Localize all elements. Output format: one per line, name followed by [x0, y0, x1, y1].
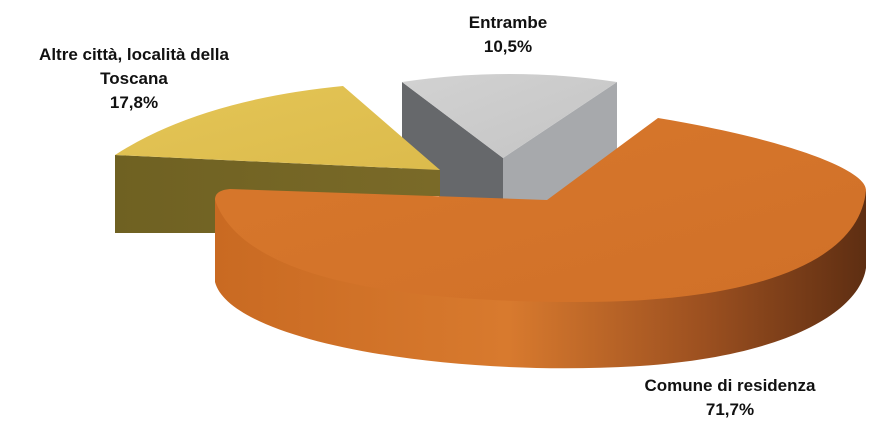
- slice-comune-side: [215, 190, 866, 369]
- label-altre-name-line1: Altre città, località della: [39, 45, 229, 64]
- label-entrambe-name: Entrambe: [469, 13, 547, 32]
- slice-entrambe-top: [402, 74, 617, 158]
- slice-comune: [215, 118, 866, 369]
- label-entrambe-value: 10,5%: [484, 37, 532, 56]
- slice-comune-top: [215, 118, 866, 302]
- label-altre-name-line2: Toscana: [100, 69, 168, 88]
- label-altre-value: 17,8%: [110, 93, 158, 112]
- label-comune-name: Comune di residenza: [645, 376, 817, 395]
- label-comune-value: 71,7%: [706, 400, 754, 419]
- slice-altre-top: [115, 86, 440, 170]
